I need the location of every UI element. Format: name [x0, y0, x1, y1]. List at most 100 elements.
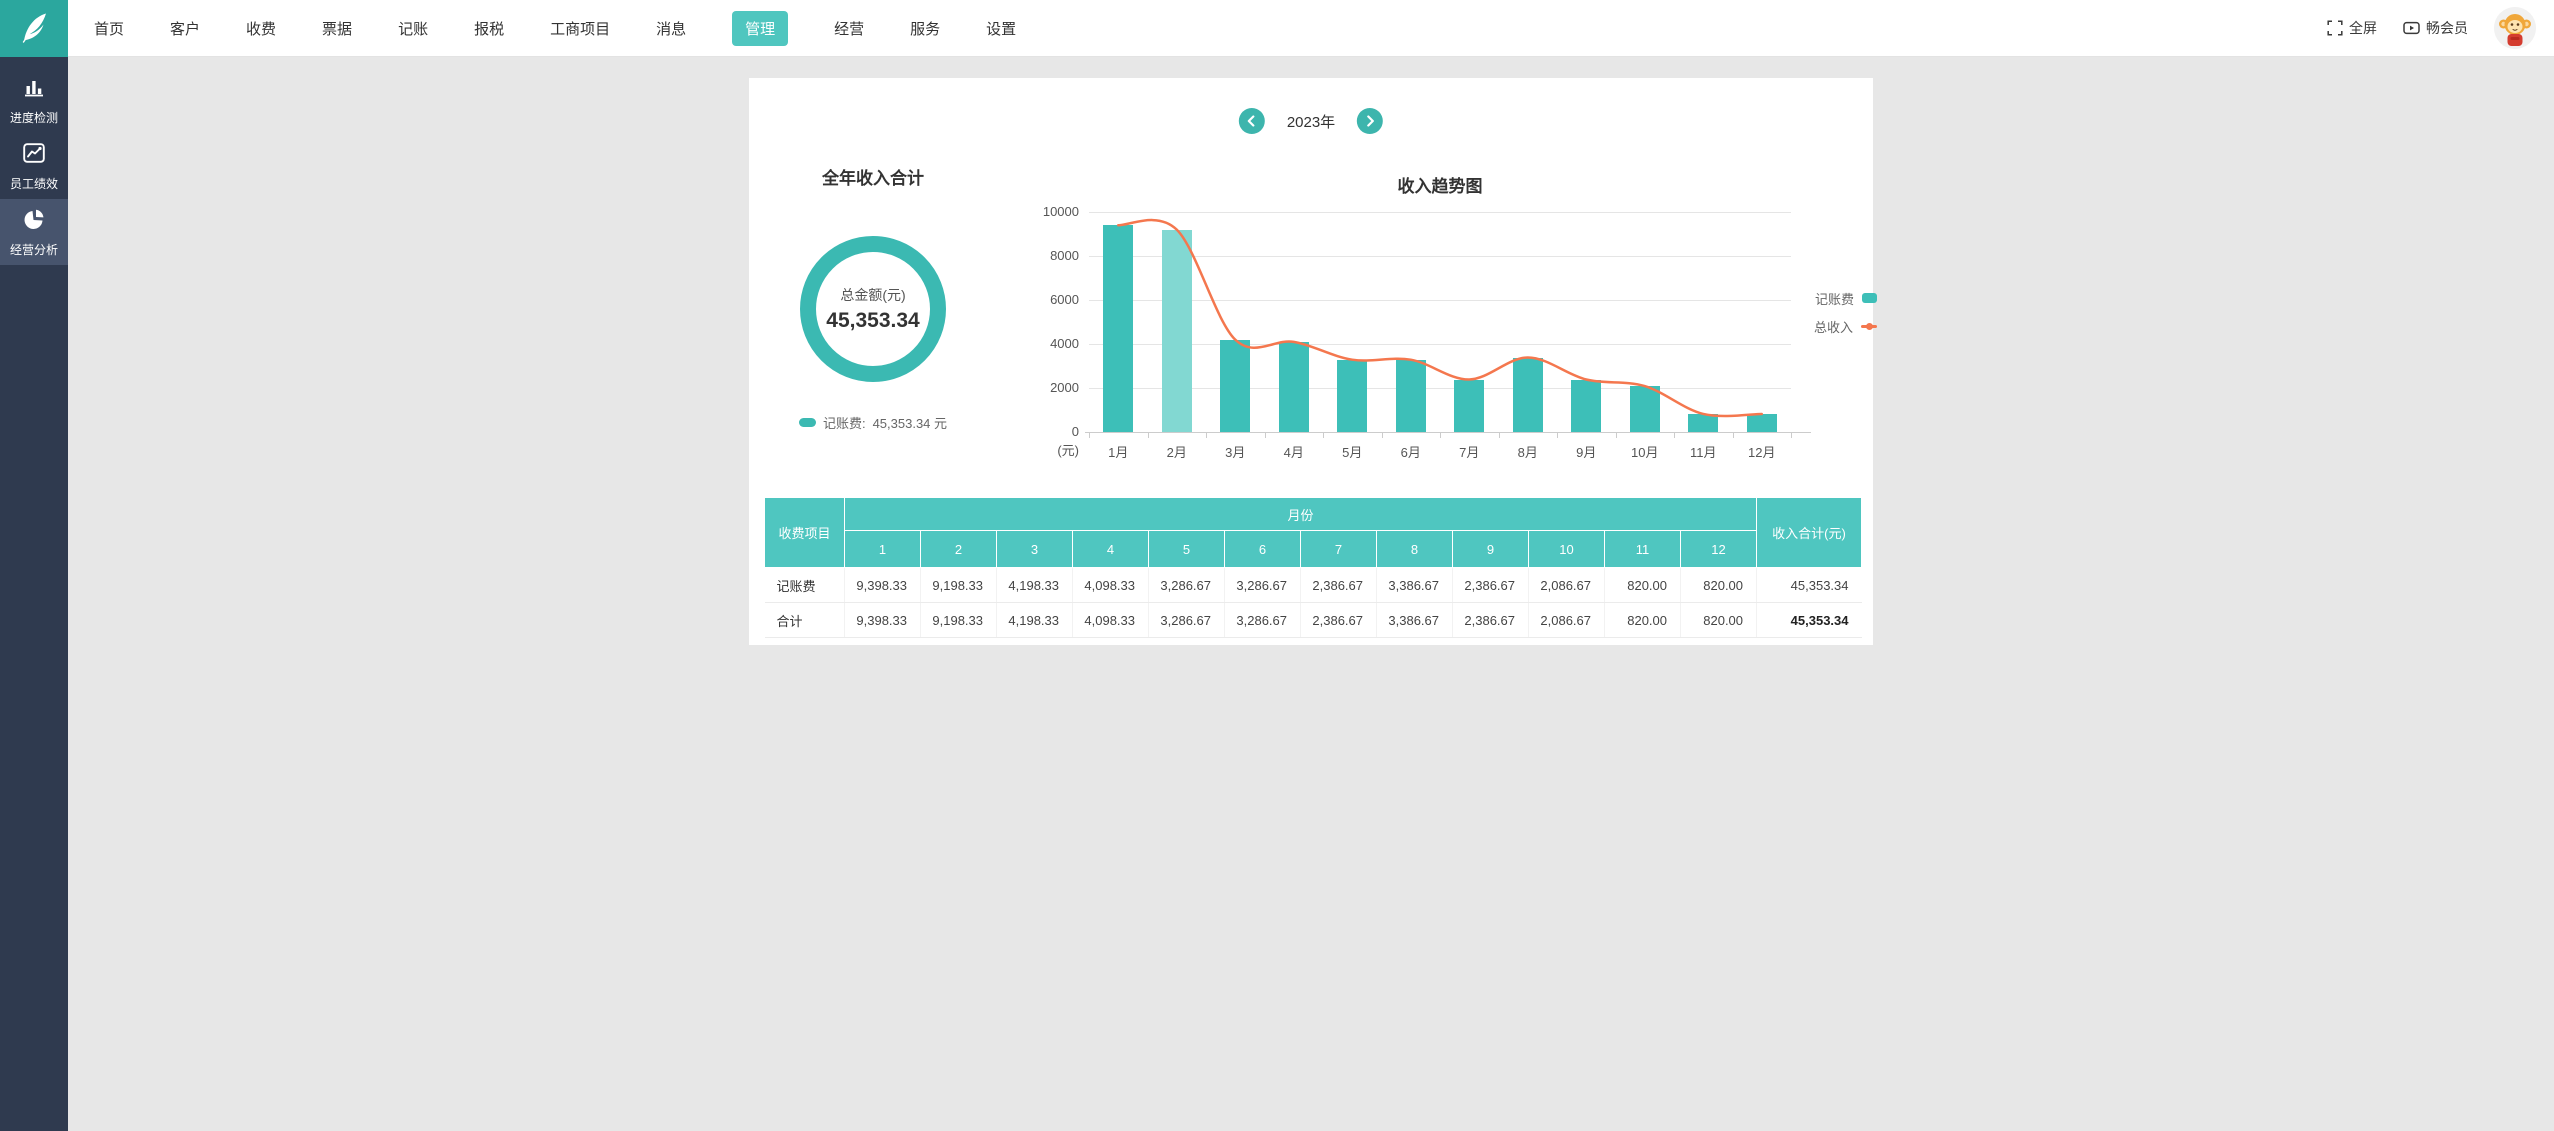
x-axis-category-label: 8月: [1517, 445, 1538, 460]
sidebar: 进度检测员工绩效经营分析: [0, 57, 68, 1131]
x-axis-tick: [1557, 432, 1558, 438]
sidebar-item[interactable]: 经营分析: [0, 199, 68, 265]
table-header-month: 1: [844, 530, 921, 568]
nav-item[interactable]: 服务: [910, 20, 941, 38]
summary-title: 全年收入合计: [822, 169, 924, 188]
nav-item[interactable]: 设置: [986, 20, 1017, 38]
value-cell: 2,386.67: [1300, 602, 1377, 638]
x-axis-category-label: 6月: [1400, 445, 1421, 460]
trend-chart-title: 收入趋势图: [1397, 177, 1483, 196]
sidebar-item[interactable]: 员工绩效: [0, 133, 68, 199]
app-logo[interactable]: [0, 0, 68, 57]
x-axis-tick: [1674, 432, 1675, 438]
x-axis-tick: [1264, 432, 1266, 438]
table-header-month: 2: [920, 530, 997, 568]
value-cell: 2,086.67: [1528, 567, 1605, 603]
nav-item[interactable]: 首页: [94, 20, 125, 38]
value-cell: 4,098.33: [1072, 567, 1149, 603]
row-label-cell: 合计: [764, 602, 845, 638]
value-cell: 4,198.33: [996, 602, 1073, 638]
x-axis-category-label: 2月: [1166, 445, 1187, 460]
donut-legend-value: 45,353.34 元: [872, 416, 948, 431]
donut-legend-item[interactable]: 记账费: 45,353.34 元: [773, 413, 973, 432]
x-axis-category-label: 5月: [1342, 445, 1363, 460]
table-header-month: 4: [1072, 530, 1149, 568]
table-header-month: 7: [1300, 530, 1377, 568]
donut-legend-label: 记账费:: [822, 416, 866, 431]
value-cell: 820.00: [1604, 602, 1681, 638]
y-axis-tick-label: 8000: [1050, 248, 1079, 263]
content-area: 2023年 全年收入合计 总金额(元) 45,353.34 记账费: 45,35…: [68, 57, 2554, 1131]
value-cell: 3,386.67: [1376, 602, 1453, 638]
nav-item[interactable]: 客户: [170, 20, 201, 38]
monkey-avatar-icon: [2494, 7, 2536, 49]
y-axis-tick-label: 6000: [1050, 292, 1079, 307]
total-income-line: [1117, 218, 1763, 418]
bar-2月: [1161, 229, 1192, 432]
legend-item-label: 记账费: [1814, 291, 1854, 307]
x-axis-tick: [1381, 432, 1383, 438]
nav-item[interactable]: 记账: [398, 20, 429, 38]
table-header-month: 6: [1224, 530, 1301, 568]
pie-chart-icon: [22, 207, 46, 234]
legend-bar-marker-icon: [1862, 293, 1877, 303]
value-cell: 820.00: [1680, 567, 1758, 603]
member-label: 畅会员: [2426, 20, 2468, 36]
value-cell: 9,398.33: [844, 567, 921, 603]
legend-item-bar[interactable]: 记账费: [1789, 284, 1877, 312]
x-axis-category-label: 4月: [1283, 445, 1304, 460]
bar-4月: [1278, 341, 1309, 432]
fullscreen-label: 全屏: [2349, 20, 2377, 36]
table-header-month: 12: [1679, 530, 1758, 568]
bar-8月: [1512, 357, 1543, 432]
x-axis-tick: [1732, 432, 1734, 438]
legend-item-label: 总收入: [1813, 319, 1853, 335]
nav-item[interactable]: 经营: [834, 20, 865, 38]
play-video-icon: [2403, 21, 2420, 35]
donut-center-value: 45,353.34: [826, 309, 920, 332]
prev-year-button[interactable]: [1238, 108, 1265, 134]
nav-item[interactable]: 报税: [474, 20, 505, 38]
table-header-month: 5: [1148, 530, 1225, 568]
chevron-left-icon: [1247, 115, 1255, 127]
value-cell: 9,198.33: [920, 602, 997, 638]
legend-item-line[interactable]: 总收入: [1789, 312, 1877, 340]
row-label-cell: 记账费: [764, 567, 845, 603]
sidebar-item[interactable]: 进度检测: [0, 67, 68, 133]
user-avatar[interactable]: [2494, 7, 2536, 49]
next-year-button[interactable]: [1357, 108, 1384, 134]
legend-marker-icon: [798, 418, 816, 427]
sidebar-item-label: 员工绩效: [9, 176, 58, 191]
x-axis-tick: [1323, 432, 1324, 438]
sidebar-item-label: 进度检测: [9, 110, 58, 125]
nav-item[interactable]: 票据: [322, 20, 353, 38]
bar-6月: [1395, 359, 1426, 432]
x-axis-tick: [1147, 432, 1149, 438]
nav-item[interactable]: 收费: [246, 20, 277, 38]
fullscreen-button[interactable]: 全屏: [2327, 18, 2377, 38]
y-axis-tick-label: 2000: [1050, 380, 1079, 395]
gridline: [1089, 344, 1791, 345]
nav-item[interactable]: 管理: [732, 10, 789, 46]
income-table: 收费项目 月份 收入合计(元) 1 2 3 4 5 6 7 8 9 10 11 12 记账费 9,398…: [764, 497, 1863, 638]
x-axis-category-label: 1月: [1108, 445, 1129, 460]
member-button[interactable]: 畅会员: [2403, 18, 2468, 38]
annual-income-summary: 全年收入合计 总金额(元) 45,353.34 记账费: 45,353.34 元: [773, 164, 973, 432]
value-cell: 2,386.67: [1452, 602, 1529, 638]
value-cell: 820.00: [1604, 567, 1681, 603]
table-row: 合计 9,398.33 9,198.33 4,198.33 4,098.33 3,286.…: [764, 602, 1862, 638]
value-cell: 9,398.33: [844, 602, 921, 638]
x-axis-tick: [1089, 432, 1090, 438]
y-axis-tick-label: 4000: [1050, 336, 1079, 351]
x-axis-category-label: 11月: [1690, 445, 1717, 460]
x-axis-category-label: 3月: [1225, 445, 1246, 460]
nav-item[interactable]: 工商项目: [550, 20, 611, 38]
nav-item[interactable]: 消息: [656, 20, 687, 38]
value-cell: 3,286.67: [1224, 602, 1301, 638]
x-axis-category-label: 7月: [1459, 445, 1480, 460]
y-axis-tick-label: 10000: [1042, 204, 1079, 219]
feather-logo-icon: [22, 13, 46, 43]
x-axis-line: [1085, 432, 1811, 433]
value-cell: 2,086.67: [1528, 602, 1605, 638]
bar-1月: [1103, 225, 1134, 432]
